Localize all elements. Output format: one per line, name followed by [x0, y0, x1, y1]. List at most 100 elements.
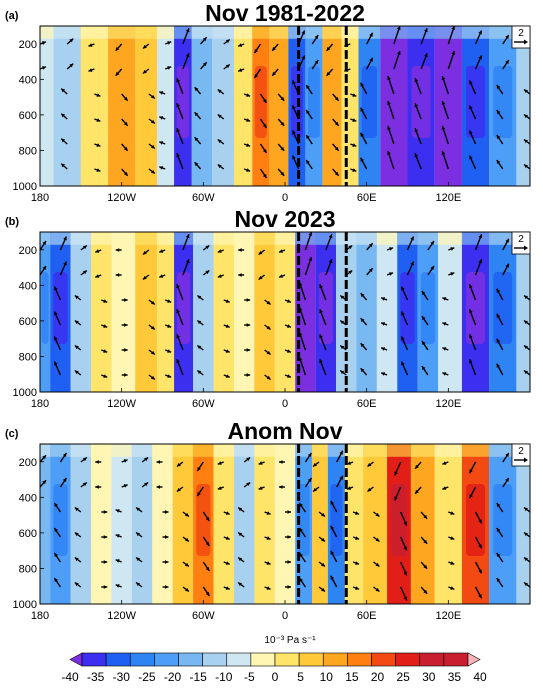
wind-vector-head [74, 295, 79, 300]
wind-vector-head [496, 578, 501, 582]
wind-vector-head [442, 372, 447, 376]
omega-core [359, 272, 374, 344]
wind-vector-head [159, 166, 164, 170]
wind-vector-head [150, 94, 155, 99]
colorbar-tick-label: 35 [448, 670, 462, 684]
x-tick-label: 120E [435, 192, 461, 204]
wind-vector-head [505, 60, 509, 64]
wind-vector-head [524, 114, 528, 119]
colorbar-swatch [81, 652, 107, 667]
wind-vector-head [375, 587, 380, 592]
wind-vector-head [34, 580, 38, 584]
wind-vector-head [74, 507, 79, 512]
reference-vector-label: 2 [518, 234, 524, 245]
wind-vector-head [478, 259, 483, 264]
wind-vector-head [441, 126, 446, 130]
omega-cell [193, 232, 214, 392]
wind-vector-head [184, 562, 189, 567]
wind-vector-head [524, 139, 528, 144]
wind-vector-head [88, 43, 93, 47]
omega-upper [152, 444, 173, 457]
wind-vector-head [42, 66, 46, 70]
wind-vector-head [280, 146, 285, 151]
wind-vector-head [95, 485, 99, 489]
omega-upper [172, 444, 194, 457]
wind-vector-head [450, 511, 455, 515]
wind-vector-head [389, 272, 394, 276]
wind-vector-head [123, 146, 128, 151]
wind-vector-head [238, 557, 243, 562]
wind-vector-head [164, 585, 169, 589]
omega-core [53, 484, 68, 556]
wind-vector-head [360, 132, 365, 137]
wind-vector-head [124, 323, 128, 327]
wind-vector-head [450, 272, 455, 276]
wind-vector-head [401, 286, 405, 291]
omega-cell [135, 232, 158, 392]
wind-vector-head [394, 471, 398, 476]
wind-vector-head [279, 249, 283, 253]
wind-vector-head [524, 345, 528, 350]
wind-vector-head [451, 51, 456, 55]
wind-vector-head [176, 103, 180, 108]
x-tick-label: 120W [107, 192, 136, 204]
wind-vector-head [115, 584, 120, 588]
omega-cell [70, 232, 92, 392]
wind-vector-head [401, 311, 405, 316]
wind-vector-head [69, 63, 74, 68]
omega-upper [363, 444, 388, 457]
wind-vector-head [469, 469, 473, 474]
wind-vector-head [280, 121, 285, 126]
omega-core [290, 66, 303, 138]
wind-vector-head [321, 562, 326, 567]
wind-vector [40, 143, 41, 144]
wind-vector-head [414, 78, 419, 83]
wind-vector-head [299, 553, 303, 557]
wind-vector-head [360, 107, 365, 112]
wind-vector-head [441, 101, 446, 105]
wind-vector-head [194, 112, 199, 117]
wind-vector-head [505, 35, 509, 39]
reference-vector-label: 2 [518, 28, 524, 39]
x-tick-label: 60E [357, 192, 377, 204]
wind-vector-head [352, 143, 357, 147]
wind-vector-head [74, 532, 79, 537]
omega-field [40, 232, 530, 392]
omega-upper [344, 444, 364, 457]
wind-vector-head [478, 234, 483, 239]
omega-cell [152, 444, 173, 604]
omega-core [41, 484, 49, 556]
wind-vector-head [287, 349, 291, 353]
wind-vector-head [136, 507, 141, 512]
omega-cell [53, 26, 81, 186]
wind-vector-head [266, 586, 271, 590]
omega-core [325, 66, 339, 138]
omega-upper [274, 444, 296, 457]
colorbar-swatch [178, 652, 203, 667]
omega-core [384, 66, 404, 138]
omega-core [414, 484, 432, 556]
wind-vector-head [469, 80, 473, 85]
wind-vector-head [202, 37, 207, 42]
omega-cell [233, 26, 253, 186]
wind-vector-head [414, 128, 419, 133]
wind-vector-head [254, 49, 259, 53]
x-tick-label: 120E [435, 610, 461, 622]
wind-vector-head [352, 93, 357, 97]
wind-vector-head [301, 55, 305, 60]
omega-cell [274, 232, 296, 392]
omega-cell [254, 232, 275, 392]
wind-vector-head [217, 139, 222, 144]
omega-upper [489, 26, 517, 39]
wind-vector-head [292, 80, 296, 85]
wind-vector-head [238, 582, 243, 587]
wind-vector-head [62, 453, 67, 457]
wind-vector-head [389, 247, 394, 251]
wind-vector-head [505, 478, 509, 482]
wind-vector-head [301, 30, 305, 35]
wind-vector-head [313, 462, 317, 467]
wind-vector-head [496, 85, 501, 89]
wind-vector-head [202, 62, 207, 67]
wind-vector-head [442, 486, 447, 490]
wind-vector-head [197, 492, 201, 496]
